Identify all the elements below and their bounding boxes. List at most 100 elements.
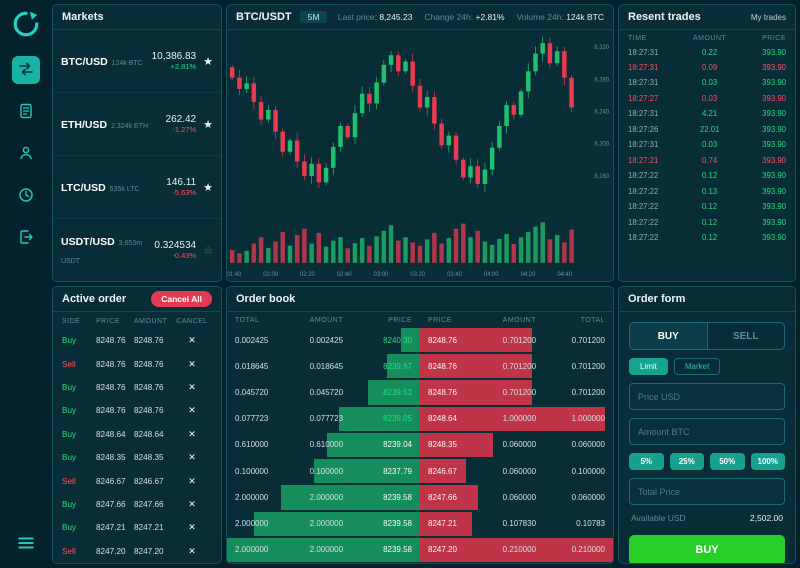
cancel-order-button[interactable]: ✕ [172, 546, 212, 557]
bid-depth-bar [338, 406, 420, 431]
nav-history-button[interactable] [12, 182, 40, 210]
ask-price: 8248.64 [428, 414, 457, 424]
order-book-bid-row[interactable]: 0.045720 0.045720 8239.53 [227, 379, 420, 405]
svg-text:03:40: 03:40 [447, 272, 462, 278]
bid-amount: 2.000000 [309, 519, 344, 529]
market-pair-group: ETH/USD 2.324k ETH [61, 115, 148, 133]
order-book-bid-row[interactable]: 0.077723 0.077723 8239.05 [227, 406, 420, 432]
cancel-order-button[interactable]: ✕ [172, 405, 212, 416]
cancel-order-button[interactable]: ✕ [172, 429, 212, 440]
cancel-order-button[interactable]: ✕ [172, 522, 212, 533]
cancel-order-button[interactable]: ✕ [172, 359, 212, 370]
app-logo-icon[interactable] [12, 10, 40, 38]
bid-price: 8239.67 [383, 361, 412, 371]
profile-icon [18, 145, 34, 164]
bids-header-amount: AMOUNT [309, 317, 344, 324]
bid-total: 2.000000 [235, 519, 269, 529]
order-book-ask-row[interactable]: 8247.20 0.210000 0.210000 [420, 537, 613, 563]
market-row[interactable]: ETH/USD 2.324k ETH 262.42 -1.27% ★ [53, 93, 221, 156]
bid-depth-bar [400, 328, 420, 353]
market-row[interactable]: BTC/USD 124k BTC 10,386.83 +2.81% ★ [53, 30, 221, 93]
bid-price: 8239.58 [383, 519, 412, 529]
order-book-bid-row[interactable]: 2.000000 2.000000 8239.58 [227, 484, 420, 510]
trade-time: 18:27:22 [628, 186, 659, 196]
last-price-label: Last price: [337, 12, 377, 22]
favorite-star-icon[interactable]: ★ [203, 118, 213, 131]
tab-buy[interactable]: BUY [630, 323, 708, 349]
order-book-bid-row[interactable]: 0.002425 0.002425 8240.30 [227, 327, 420, 353]
my-trades-toggle[interactable]: My trades [750, 12, 786, 22]
order-book-bid-row[interactable]: 0.100000 0.100000 8237.79 [227, 458, 420, 484]
timeframe-selector[interactable]: 5M [299, 11, 328, 23]
order-book-ask-row[interactable]: 8248.76 0.701200 0.701200 [420, 353, 613, 379]
bid-amount: 2.000000 [309, 545, 344, 555]
nav-exchange-button[interactable] [12, 56, 40, 84]
cancel-order-button[interactable]: ✕ [172, 476, 212, 487]
favorite-star-icon[interactable]: ☆ [203, 244, 213, 257]
cancel-order-button[interactable]: ✕ [172, 499, 212, 510]
order-book-bid-row[interactable]: 2.000000 2.000000 8239.58 [227, 511, 420, 537]
order-book-ask-row[interactable]: 8246.67 0.060000 0.100000 [420, 458, 613, 484]
cancel-order-button[interactable]: ✕ [172, 452, 212, 463]
market-row[interactable]: LTC/USD 535k LTC 146.11 -5.63% ★ [53, 156, 221, 219]
amount-input[interactable] [629, 418, 785, 445]
order-form-panel: Order form BUY SELL Limit Market 5% 25% … [618, 286, 796, 564]
order-amount: 8248.76 [134, 406, 164, 416]
limit-option[interactable]: Limit [629, 358, 668, 375]
submit-buy-button[interactable]: BUY [629, 535, 785, 563]
ask-price: 8248.35 [428, 440, 457, 450]
order-book-ask-row[interactable]: 8247.21 0.107830 0.10783 [420, 511, 613, 537]
order-amount: 8248.64 [134, 429, 164, 439]
market-price-group: 0.324534 -0.43% [154, 240, 196, 260]
ask-depth-bar [420, 537, 613, 562]
market-price-group: 10,386.83 +2.81% [152, 51, 197, 71]
trade-price: 393.90 [762, 233, 786, 243]
nav-profile-button[interactable] [12, 140, 40, 168]
sidebar [4, 4, 48, 564]
recent-trades-title: Resent trades [628, 11, 701, 23]
total-price-input[interactable] [629, 478, 785, 505]
bid-total: 0.002425 [235, 335, 269, 345]
tab-sell[interactable]: SELL [708, 323, 785, 349]
order-book-ask-row[interactable]: 8247.66 0.060000 0.060000 [420, 484, 613, 510]
cancel-order-button[interactable]: ✕ [172, 335, 212, 346]
trades-header-amount: AMOUNT [692, 35, 727, 42]
order-book-bid-row[interactable]: 0.610000 0.610000 8239.04 [227, 432, 420, 458]
svg-text:04:00: 04:00 [484, 272, 499, 278]
chart-panel: BTC/USDT 5M Last price: 8,245.23 Change … [226, 4, 614, 282]
ask-price: 8246.67 [428, 466, 457, 476]
market-option[interactable]: Market [673, 358, 721, 375]
nav-orders-button[interactable] [12, 98, 40, 126]
trade-row: 18:27:22 0.12 393.90 [619, 231, 795, 246]
trade-amount: 0.12 [702, 233, 718, 243]
percent-25-button[interactable]: 25% [669, 453, 704, 470]
trade-time: 18:27:31 [628, 78, 659, 88]
market-row[interactable]: USDT/USD 3,653m USDT 0.324534 -0.43% ☆ [53, 219, 221, 281]
order-book-ask-row[interactable]: 8248.76 0.701200 0.701200 [420, 327, 613, 353]
percent-5-button[interactable]: 5% [629, 453, 664, 470]
percent-50-button[interactable]: 50% [710, 453, 745, 470]
favorite-star-icon[interactable]: ★ [203, 55, 213, 68]
favorite-star-icon[interactable]: ★ [203, 181, 213, 194]
order-book-ask-row[interactable]: 8248.64 1.000000 1.000000 [420, 406, 613, 432]
trades-header-time: TIME [628, 35, 647, 42]
order-book-bid-row[interactable]: 0.018645 0.018645 8239.67 [227, 353, 420, 379]
trade-price: 393.90 [762, 155, 786, 165]
order-book-bid-row[interactable]: 2.000000 2.000000 8239.58 [227, 537, 420, 563]
menu-button[interactable] [12, 530, 40, 558]
order-form-title: Order form [628, 293, 686, 305]
cancel-all-button[interactable]: Cancel All [151, 291, 212, 307]
market-pair-group: USDT/USD 3,653m USDT [61, 232, 154, 268]
percent-100-button[interactable]: 100% [750, 453, 785, 470]
order-book-ask-row[interactable]: 8248.76 0.701200 0.701200 [420, 379, 613, 405]
cancel-order-button[interactable]: ✕ [172, 382, 212, 393]
candlestick-chart[interactable]: 8,320 8,280 8,240 8,200 8,160 01:40 02:00 02:20… [227, 30, 613, 281]
order-book-ask-row[interactable]: 8248.35 0.060000 0.060000 [420, 432, 613, 458]
market-price: 10,386.83 [151, 51, 197, 62]
nav-logout-button[interactable] [12, 224, 40, 252]
order-amount: 8247.66 [134, 500, 164, 510]
bid-total: 2.000000 [235, 545, 269, 555]
bid-depth-bar [281, 485, 420, 510]
price-input[interactable] [629, 383, 785, 410]
trade-row: 18:27:31 0.22 393.90 [619, 45, 795, 60]
